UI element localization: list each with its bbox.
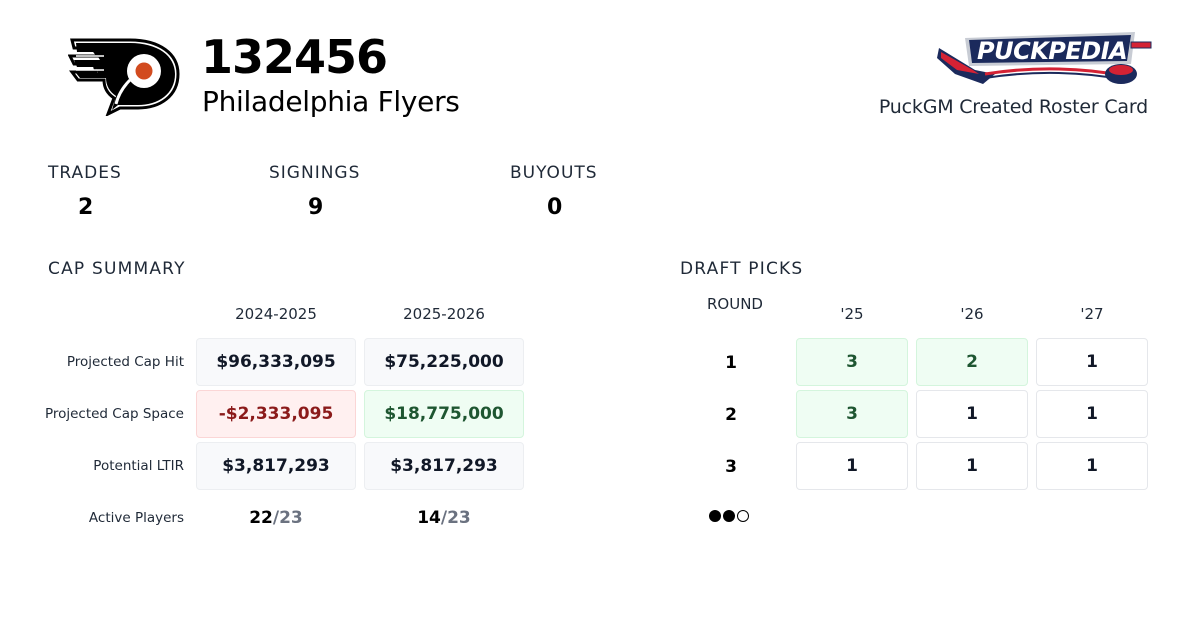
dot-empty-icon [737,510,749,522]
active-max: /23 [272,508,303,528]
draft-pick-cell: 1 [1036,338,1148,386]
year-header: '27 [1080,305,1104,323]
row-label-active-players: Active Players [88,510,184,526]
puckpedia-logo-icon: PUCKPEDIA [935,26,1155,92]
flyers-logo-icon [67,34,180,118]
draft-pick-cell: 1 [1036,442,1148,490]
row-label-projected-cap-hit: Projected Cap Hit [66,354,184,370]
dot-filled-icon [709,510,721,522]
draft-pick-cell: 1 [916,390,1028,438]
stat-value: 9 [308,195,324,220]
draft-picks-title: DRAFT PICKS [680,259,804,279]
active-players-value: 14/23 [364,507,524,529]
team-id: 132456 [201,30,388,84]
stat-label: BUYOUTS [510,163,598,183]
row-label-projected-cap-space: Projected Cap Space [44,406,184,422]
pagination-dots [709,510,749,522]
active-max: /23 [440,508,471,528]
round-number: 1 [725,353,737,373]
draft-pick-cell: 3 [796,390,908,438]
year-header: '26 [960,305,984,323]
draft-pick-cell: 3 [796,338,908,386]
draft-pick-cell: 1 [1036,390,1148,438]
cap-space-cell-negative: -$2,333,095 [196,390,356,438]
stat-value: 2 [78,195,94,220]
cap-summary-title: CAP SUMMARY [48,259,186,279]
round-number: 3 [725,457,737,477]
season-header: 2025-2026 [403,305,485,323]
brand-caption: PuckGM Created Roster Card [878,96,1148,118]
dot-filled-icon [723,510,735,522]
draft-pick-cell: 1 [796,442,908,490]
svg-text:PUCKPEDIA: PUCKPEDIA [977,37,1127,65]
active-players-value: 22/23 [196,507,356,529]
stat-label: TRADES [48,163,122,183]
ltir-cell: $3,817,293 [196,442,356,490]
round-number: 2 [725,405,737,425]
stat-buyouts: BUYOUTS 0 [510,161,630,223]
cap-hit-cell: $75,225,000 [364,338,524,386]
cap-space-cell-positive: $18,775,000 [364,390,524,438]
stat-trades: TRADES 2 [48,161,168,223]
row-label-potential-ltir: Potential LTIR [93,458,184,474]
cap-hit-cell: $96,333,095 [196,338,356,386]
active-count: 22 [249,508,273,528]
team-name: Philadelphia Flyers [202,85,460,118]
stat-label: SIGNINGS [269,163,361,183]
draft-pick-cell: 2 [916,338,1028,386]
draft-pick-cell: 1 [916,442,1028,490]
year-header: '25 [840,305,864,323]
stat-value: 0 [547,195,563,220]
active-count: 14 [417,508,441,528]
season-header: 2024-2025 [235,305,317,323]
ltir-cell: $3,817,293 [364,442,524,490]
stat-signings: SIGNINGS 9 [269,161,389,223]
round-header: ROUND [707,295,763,313]
